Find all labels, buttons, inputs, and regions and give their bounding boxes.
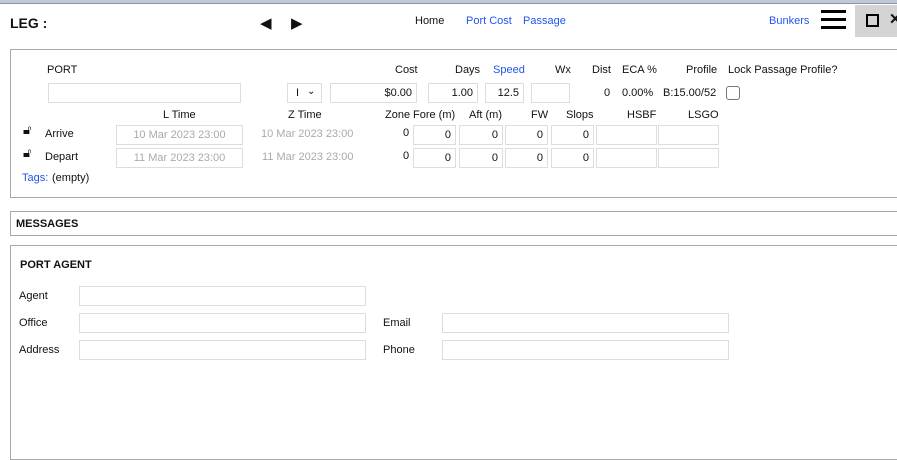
ztime-header: Z Time [288,109,322,121]
close-icon[interactable]: ✕ [889,11,897,28]
depart-zone: 0 [403,150,410,162]
speed-label[interactable]: Speed [493,64,525,76]
dist-value: 0 [604,87,611,99]
dist-label: Dist [592,64,611,76]
arrive-ztime: 10 Mar 2023 23:00 [261,128,354,140]
messages-panel[interactable]: MESSAGES [10,211,897,236]
arrive-aft-input[interactable] [459,125,503,145]
messages-title: MESSAGES [16,218,79,230]
email-label: Email [383,317,411,329]
profile-value: B:15.00/52 [663,87,717,99]
eca-label: ECA % [622,64,657,76]
lock-passage-profile-label: Lock Passage Profile? [728,64,838,76]
depart-hsbf-input[interactable] [596,148,657,168]
arrive-hsbf-input[interactable] [596,125,657,145]
arrive-slops-input[interactable] [551,125,594,145]
port-type-select[interactable]: I ⌄ [287,83,322,103]
cost-input[interactable] [330,83,417,103]
ltime-header: L Time [163,109,196,121]
nav-passage[interactable]: Passage [523,15,566,27]
depart-label: Depart [45,151,79,163]
arrive-unlock-icon[interactable]: 🔓︎ [23,122,32,137]
phone-input[interactable] [442,340,729,360]
nav-home[interactable]: Home [415,15,445,27]
window-top-border [0,0,897,4]
wx-label: Wx [555,64,571,76]
tags-value: (empty) [52,172,90,184]
nav-port-cost[interactable]: Port Cost [466,15,512,27]
depart-unlock-icon[interactable]: 🔓︎ [23,145,32,160]
wx-input[interactable] [531,83,570,103]
agent-label: Agent [19,290,48,302]
lsgo-header: LSGO [688,109,719,121]
depart-fw-input[interactable] [505,148,548,168]
port-agent-panel: PORT AGENT Agent Office Address Email Ph… [10,245,897,460]
days-label: Days [455,64,481,76]
nav-bunkers[interactable]: Bunkers [769,15,810,27]
tags-link[interactable]: Tags: [22,172,49,184]
office-label: Office [19,317,48,329]
speed-input[interactable] [485,83,524,103]
port-agent-title: PORT AGENT [20,259,92,271]
profile-label: Profile [686,64,718,76]
chevron-down-icon: ⌄ [307,86,316,97]
arrive-fore-input[interactable] [413,125,456,145]
fore-header: Fore (m) [413,109,456,121]
email-input[interactable] [442,313,729,333]
office-input[interactable] [79,313,366,333]
depart-ztime: 11 Mar 2023 23:00 [262,151,354,163]
aft-header: Aft (m) [469,109,502,121]
port-label: PORT [47,64,78,76]
agent-input[interactable] [79,286,366,306]
depart-aft-input[interactable] [459,148,503,168]
arrive-lsgo-input[interactable] [658,125,719,145]
slops-header: Slops [566,109,594,121]
depart-fore-input[interactable] [413,148,456,168]
next-leg-icon[interactable]: ▶ [291,15,303,32]
days-input[interactable] [428,83,478,103]
window-controls: ✕ [855,5,897,37]
hamburger-menu-icon[interactable] [821,10,846,34]
port-type-value: I [296,87,300,99]
depart-slops-input[interactable] [551,148,594,168]
arrive-fw-input[interactable] [505,125,548,145]
zone-header: Zone [385,109,411,121]
arrive-zone: 0 [403,127,410,139]
address-label: Address [19,344,60,356]
hsbf-header: HSBF [627,109,657,121]
depart-ltime-input[interactable] [116,148,243,168]
port-input[interactable] [48,83,241,103]
address-input[interactable] [79,340,366,360]
leg-panel [10,49,897,198]
lock-passage-profile-checkbox[interactable] [726,86,740,100]
eca-value: 0.00% [622,87,654,99]
page-title: LEG : [10,15,48,31]
maximize-icon[interactable] [866,14,879,27]
arrive-ltime-input[interactable] [116,125,243,145]
cost-label: Cost [395,64,418,76]
fw-header: FW [531,109,549,121]
arrive-label: Arrive [45,128,74,140]
phone-label: Phone [383,344,415,356]
previous-leg-icon[interactable]: ◀ [260,15,272,32]
depart-lsgo-input[interactable] [658,148,719,168]
